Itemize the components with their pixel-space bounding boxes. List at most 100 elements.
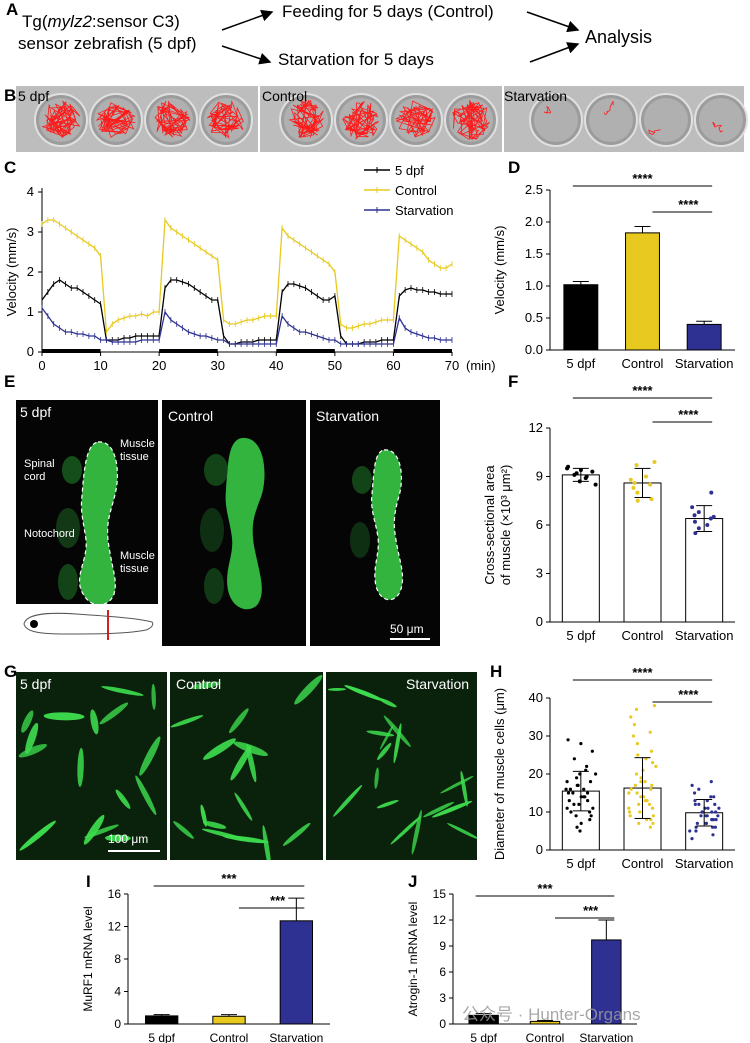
significance-label: ****	[678, 687, 699, 702]
track-path	[206, 100, 244, 139]
y-tick-label: 15	[433, 887, 447, 901]
data-point	[648, 730, 652, 734]
muscle-cell	[282, 822, 311, 846]
category-label: Control	[210, 1031, 249, 1043]
cells-image-control: Control	[170, 672, 323, 860]
annotation-cord: cord	[24, 471, 46, 483]
schematic-arrows	[221, 9, 580, 65]
data-point	[578, 829, 582, 833]
muscle-cell	[393, 723, 402, 764]
category-label: 5 dpf	[470, 1031, 497, 1043]
muscle-cell	[447, 823, 477, 840]
y-axis-label: Diameter of muscle cells (μm)	[492, 688, 507, 860]
track-path	[712, 122, 724, 133]
muscle-image-starvation: Starvation 50 μm	[310, 400, 440, 646]
y-tick-label: 40	[529, 690, 543, 705]
muscle-cell	[234, 792, 253, 821]
data-point	[695, 821, 699, 825]
data-point	[713, 802, 717, 806]
track-label-starvation: Starvation	[504, 88, 568, 104]
muscle-cell	[383, 715, 411, 748]
cells-scale-bar	[108, 850, 160, 852]
muscle-scale-bar-label: 50 μm	[390, 622, 424, 636]
data-point	[694, 829, 698, 833]
track-path	[342, 100, 380, 140]
y-tick-label: 1.5	[525, 246, 543, 261]
y-tick-label: 12	[529, 420, 543, 435]
data-point	[582, 795, 586, 799]
category-label: 5 dpf	[566, 856, 595, 871]
data-point	[631, 734, 636, 738]
significance-label: ****	[632, 171, 653, 186]
x-tick-label: 30	[210, 358, 224, 373]
bar	[529, 1020, 561, 1025]
data-point	[709, 795, 713, 799]
well-inner	[644, 98, 688, 142]
muscle-cell	[377, 742, 392, 760]
data-point	[638, 810, 642, 814]
data-point	[582, 787, 586, 791]
data-point	[696, 526, 701, 531]
legend-label: Control	[395, 183, 437, 198]
bar	[591, 939, 622, 1025]
data-point	[708, 516, 713, 521]
data-point	[688, 829, 692, 833]
data-point	[714, 810, 718, 814]
data-point	[693, 531, 698, 536]
panel-letter-g: G	[4, 662, 18, 681]
y-tick-label: 2.5	[525, 182, 543, 197]
muscle-cell	[83, 814, 105, 845]
atrogin1-chart: 0 3 6 9 12 15 5 dpf Control Starvation *** *** Atro…	[406, 881, 637, 1043]
muscle-cell	[229, 708, 249, 734]
legend-label: 5 dpf	[395, 163, 424, 178]
schematic-feeding: Feeding for 5 days (Control)	[282, 2, 494, 21]
annotation-spinal: Spinal	[24, 458, 55, 470]
y-tick-label: 4	[114, 985, 121, 999]
data-point	[565, 466, 570, 471]
arrow-feeding-to-analysis	[526, 11, 580, 33]
significance-label: ****	[678, 197, 699, 212]
muscle-cell	[201, 828, 248, 841]
data-point	[631, 485, 636, 490]
cells-image-5dpf: 5 dpf 100 μm	[16, 672, 167, 860]
y-tick-label: 3	[27, 224, 34, 239]
track-label-control: Control	[262, 88, 308, 104]
cells-image-starvation: Starvation	[326, 672, 477, 860]
data-point	[579, 821, 583, 825]
data-point	[712, 795, 716, 799]
data-point	[639, 780, 643, 784]
data-point	[585, 764, 589, 768]
data-point	[568, 787, 573, 791]
cells-control	[170, 675, 323, 860]
data-point	[651, 814, 655, 818]
data-point	[566, 791, 571, 795]
track-path	[451, 99, 490, 140]
x-tick-label: 50	[328, 358, 342, 373]
track-path	[288, 99, 324, 138]
y-axis-label: Atrogin-1 mRNA level	[406, 902, 420, 1017]
arrow-to-starvation	[221, 45, 272, 65]
data-point	[593, 482, 598, 487]
y-tick-label: 3	[536, 566, 543, 581]
cross-sectional-area-chart: 0 3 6 9 12 5 dpf Control Starvation **** **** Cros…	[482, 383, 735, 643]
y-tick-label: 10	[529, 804, 543, 819]
data-point	[650, 783, 654, 787]
y-tick-label: 16	[108, 887, 122, 901]
significance-label: ***	[537, 881, 553, 896]
muscle-cell	[135, 775, 157, 816]
data-point	[574, 776, 579, 780]
data-point	[710, 818, 714, 822]
tracking-wells	[34, 86, 748, 152]
category-label: 5 dpf	[566, 628, 595, 643]
data-point	[697, 787, 701, 791]
cells-starvation	[327, 685, 477, 855]
track-label-5dpf: 5 dpf	[18, 88, 50, 104]
muscle-image-5dpf: 5 dpf Spinal cord Notochord Muscle tissu…	[16, 400, 158, 646]
muscle-cell	[344, 685, 385, 702]
dark-period-bar	[42, 349, 101, 353]
annotation-muscle-1: Muscle	[120, 438, 155, 450]
y-tick-label: 2	[27, 264, 34, 279]
muscle-cell	[105, 834, 131, 842]
muscle-cell	[379, 724, 394, 750]
data-point	[644, 474, 649, 479]
